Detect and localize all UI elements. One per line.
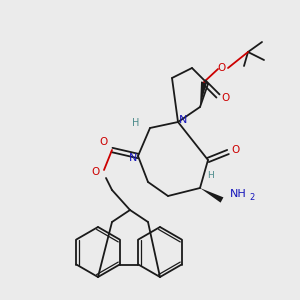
Text: N: N xyxy=(129,153,137,163)
Polygon shape xyxy=(200,188,224,202)
Text: H: H xyxy=(132,118,140,128)
Text: H: H xyxy=(207,172,213,181)
Text: NH: NH xyxy=(230,189,246,199)
Text: N: N xyxy=(179,115,187,125)
Text: O: O xyxy=(232,145,240,155)
Text: O: O xyxy=(218,63,226,73)
Text: 2: 2 xyxy=(249,194,255,202)
Polygon shape xyxy=(200,82,207,107)
Text: O: O xyxy=(92,167,100,177)
Text: O: O xyxy=(100,137,108,147)
Text: O: O xyxy=(222,93,230,103)
